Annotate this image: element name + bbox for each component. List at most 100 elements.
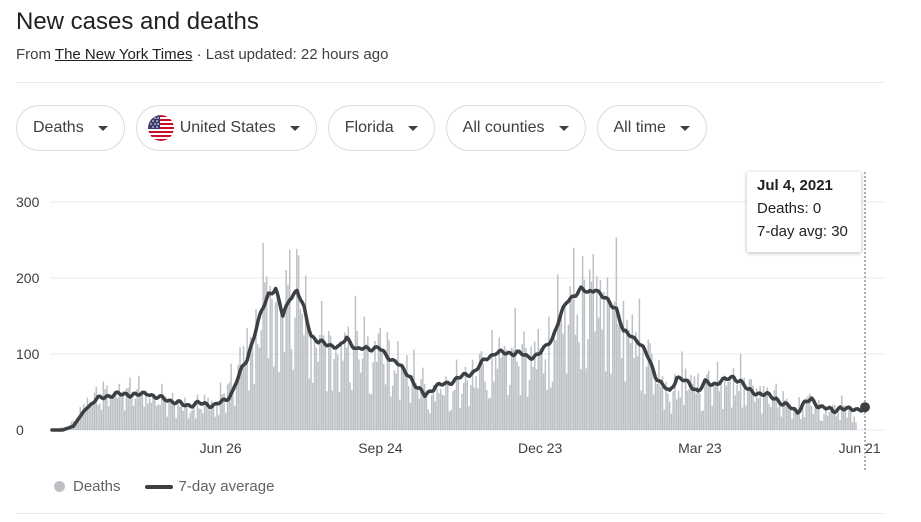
deaths-bar [789, 404, 792, 430]
deaths-bar [848, 408, 850, 430]
deaths-bar [83, 404, 85, 430]
deaths-bar [702, 410, 705, 430]
legend-deaths-label: Deaths [73, 478, 121, 495]
deaths-bar [109, 397, 112, 430]
deaths-bar [347, 326, 350, 430]
deaths-bar [214, 416, 216, 430]
deaths-bar [296, 249, 298, 430]
deaths-bar [461, 394, 463, 430]
chevron-down-icon [558, 125, 569, 131]
deaths-bar [448, 411, 451, 430]
deaths-bar [152, 393, 154, 430]
legend-deaths-swatch [54, 481, 65, 492]
deaths-bar [736, 384, 738, 430]
deaths-bar [832, 404, 834, 430]
deaths-bar [761, 413, 763, 430]
deaths-bar [402, 364, 405, 430]
county-dropdown[interactable]: All counties [445, 105, 586, 151]
deaths-bar [516, 361, 518, 430]
deaths-bar [706, 374, 708, 430]
deaths-bar [411, 375, 413, 430]
deaths-bar [384, 384, 387, 430]
deaths-bar [500, 357, 502, 430]
deaths-bar [345, 347, 348, 430]
deaths-bar [484, 381, 486, 430]
deaths-bar [107, 406, 110, 430]
deaths-bar [645, 366, 648, 430]
deaths-bar [81, 413, 83, 430]
deaths-bar [727, 381, 729, 430]
chevron-down-icon [289, 125, 300, 131]
deaths-bar [333, 358, 335, 430]
top-divider [16, 82, 884, 83]
deaths-bar [851, 422, 854, 430]
deaths-bar [507, 395, 509, 430]
x-axis-labels: Jun 26 Sep 24 Dec 23 Mar 23 Jun 21 [200, 440, 881, 456]
deaths-bar [177, 403, 179, 430]
deaths-bar [420, 378, 422, 430]
deaths-bar [257, 344, 259, 430]
deaths-bar [276, 295, 279, 430]
deaths-bar [344, 332, 346, 430]
deaths-bar [136, 388, 138, 430]
deaths-bar [450, 409, 453, 430]
deaths-bar [361, 358, 364, 430]
deaths-bar [294, 317, 296, 430]
deaths-bar [759, 386, 761, 430]
deaths-bar [129, 377, 131, 430]
y-tick-label: 100 [16, 346, 40, 362]
deaths-bar [436, 388, 438, 430]
deaths-bar [643, 394, 646, 430]
deaths-bar [194, 418, 197, 430]
deaths-bar [622, 300, 625, 430]
deaths-bar [368, 393, 371, 430]
metric-dropdown[interactable]: Deaths [16, 105, 125, 151]
deaths-bar [658, 359, 660, 430]
deaths-bar [196, 394, 199, 430]
deaths-bar [501, 353, 504, 430]
deaths-bar [168, 402, 170, 430]
deaths-bar [608, 303, 611, 430]
deaths-bar [585, 368, 587, 430]
deaths-bar [544, 359, 547, 430]
deaths-bar [301, 313, 303, 430]
deaths-bar [455, 359, 458, 430]
deaths-bar [233, 406, 236, 430]
deaths-bar [434, 401, 437, 430]
deaths-bar [557, 274, 559, 430]
country-dropdown[interactable]: United States [135, 105, 317, 151]
deaths-bar [846, 417, 848, 430]
range-dropdown[interactable]: All time [596, 105, 707, 151]
state-dropdown[interactable]: Florida [327, 105, 435, 151]
deaths-bar [198, 408, 200, 430]
deaths-bar [590, 281, 593, 430]
deaths-bar [212, 403, 215, 430]
deaths-bar [581, 256, 584, 430]
deaths-bar [793, 410, 795, 430]
deaths-bar [746, 389, 749, 430]
deaths-bar [817, 400, 820, 430]
deaths-bar [269, 285, 271, 430]
deaths-bar [510, 347, 513, 430]
deaths-bar [855, 422, 857, 430]
deaths-bar [253, 384, 255, 430]
deaths-bar [155, 405, 158, 430]
deaths-bar [565, 373, 568, 430]
source-link[interactable]: The New York Times [54, 46, 193, 63]
chevron-down-icon [679, 125, 690, 131]
deaths-bar [628, 330, 630, 430]
deaths-bar [242, 346, 245, 430]
deaths-bar [363, 316, 366, 430]
deaths-bar [399, 399, 401, 430]
deaths-bar [287, 284, 289, 430]
deaths-bar [709, 386, 712, 430]
tooltip-deaths: Deaths: 0 [757, 200, 822, 217]
deaths-bar [791, 418, 793, 430]
deaths-bar [422, 367, 424, 430]
chevron-down-icon [407, 125, 418, 131]
deaths-bar [430, 395, 433, 430]
deaths-bar [649, 343, 651, 430]
deaths-bar [755, 388, 758, 430]
deaths-bar [244, 364, 247, 430]
